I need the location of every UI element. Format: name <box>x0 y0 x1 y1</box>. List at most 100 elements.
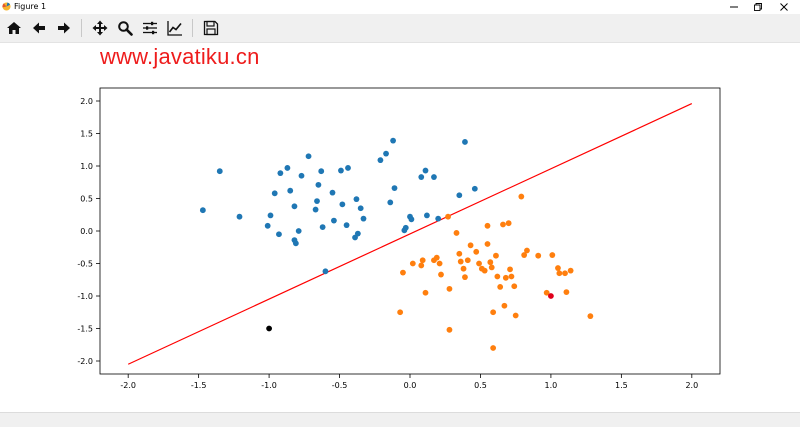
data-point-series-1 <box>456 250 463 257</box>
data-point-series-1 <box>488 264 495 271</box>
data-point-series-0 <box>462 139 468 145</box>
minimize-button[interactable] <box>722 0 746 14</box>
data-point-series-0 <box>312 206 319 213</box>
data-point-series-1 <box>511 283 518 290</box>
restore-button[interactable] <box>746 0 770 14</box>
window-titlebar: Figure 1 <box>0 0 800 14</box>
data-point-series-0 <box>305 153 312 160</box>
data-point-series-1 <box>436 260 443 267</box>
data-point-series-2 <box>548 293 554 299</box>
x-tick-label: 0.5 <box>474 381 487 390</box>
data-point-series-1 <box>460 265 467 272</box>
data-point-series-0 <box>418 174 425 180</box>
save-icon <box>203 20 219 36</box>
data-point-series-1 <box>453 230 460 236</box>
data-point-series-0 <box>424 212 430 219</box>
data-point-series-1 <box>507 266 513 273</box>
data-point-series-1 <box>476 260 482 267</box>
home-icon <box>7 22 21 34</box>
data-point-series-0 <box>291 203 298 210</box>
home-button[interactable] <box>3 18 25 38</box>
data-point-series-1 <box>497 284 504 290</box>
data-point-series-0 <box>236 213 243 220</box>
navigation-toolbar <box>0 14 800 43</box>
x-tick-label: -1.0 <box>261 381 277 390</box>
close-icon <box>780 3 788 11</box>
data-point-series-1 <box>418 262 425 269</box>
forward-arrow-icon <box>58 22 70 34</box>
data-point-series-0 <box>298 172 305 179</box>
data-point-series-1 <box>438 271 444 278</box>
configure-subplots-button[interactable] <box>139 18 161 38</box>
data-point-series-0 <box>216 168 223 175</box>
data-point-series-0 <box>471 185 478 192</box>
data-point-series-1 <box>464 257 471 264</box>
data-point-series-0 <box>357 205 364 212</box>
data-point-series-0 <box>331 217 337 224</box>
data-point-series-3 <box>266 325 272 332</box>
x-tick-label: 2.0 <box>685 381 698 390</box>
data-point-series-0 <box>383 150 389 157</box>
data-point-series-1 <box>555 265 561 271</box>
data-point-series-0 <box>199 207 206 214</box>
data-point-series-0 <box>315 181 322 188</box>
data-point-series-0 <box>284 165 291 171</box>
data-point-series-1 <box>567 267 574 274</box>
zoom-icon <box>118 21 133 36</box>
data-point-series-1 <box>587 313 594 320</box>
back-arrow-icon <box>33 22 45 34</box>
data-point-series-1 <box>556 270 563 277</box>
data-point-series-0 <box>319 224 326 231</box>
data-point-series-1 <box>446 285 453 292</box>
data-point-series-0 <box>422 167 429 174</box>
x-tick-label: 0.0 <box>404 381 417 390</box>
data-point-series-1 <box>433 254 440 261</box>
y-tick-label: 1.5 <box>80 130 93 139</box>
data-point-series-1 <box>490 309 497 316</box>
axes-frame <box>99 87 721 375</box>
data-point-series-1 <box>535 252 542 259</box>
data-point-series-1 <box>457 258 464 265</box>
close-button[interactable] <box>772 0 796 14</box>
decision-boundary-line <box>127 103 693 365</box>
forward-button[interactable] <box>53 18 75 38</box>
data-point-series-1 <box>490 345 497 351</box>
data-point-series-0 <box>338 167 344 174</box>
data-point-series-0 <box>391 185 398 192</box>
data-point-series-0 <box>435 215 442 222</box>
data-point-series-0 <box>343 222 350 229</box>
window-title: Figure 1 <box>14 2 47 11</box>
data-point-series-1 <box>493 252 499 259</box>
x-tick-label: -1.5 <box>191 381 207 390</box>
data-point-series-1 <box>549 252 556 258</box>
data-point-series-1 <box>505 220 512 227</box>
y-tick-label: 0.5 <box>80 195 93 204</box>
data-point-series-1 <box>484 241 491 247</box>
back-button[interactable] <box>28 18 50 38</box>
edit-axes-button[interactable] <box>164 18 186 38</box>
data-point-series-1 <box>518 193 525 200</box>
data-point-series-0 <box>292 240 299 247</box>
data-point-series-0 <box>431 174 437 180</box>
data-point-series-1 <box>494 273 501 280</box>
data-point-series-0 <box>456 192 463 199</box>
save-button[interactable] <box>200 18 222 38</box>
data-point-series-0 <box>314 198 320 205</box>
x-tick-label: 1.5 <box>615 381 628 390</box>
zoom-button[interactable] <box>114 18 136 38</box>
scatter-plot[interactable]: -2.0 -1.5 -1.0 -0.5 0.0 0.5 1.0 1.5 2.0 2.0 1.5 1.0… <box>0 42 800 412</box>
toolbar-separator <box>192 19 193 37</box>
data-point-series-1 <box>563 289 570 295</box>
toolbar-separator <box>81 19 82 37</box>
data-point-series-0 <box>276 231 282 238</box>
data-point-series-0 <box>390 137 396 144</box>
data-point-series-1 <box>397 309 404 316</box>
minimize-icon <box>730 6 738 8</box>
data-point-series-0 <box>353 196 360 203</box>
data-point-series-0 <box>360 215 367 222</box>
watermark-text: www.javatiku.cn <box>100 44 260 69</box>
pan-button[interactable] <box>89 18 111 38</box>
data-point-series-0 <box>322 268 329 275</box>
data-point-series-1 <box>481 267 488 274</box>
status-bar <box>0 412 800 427</box>
